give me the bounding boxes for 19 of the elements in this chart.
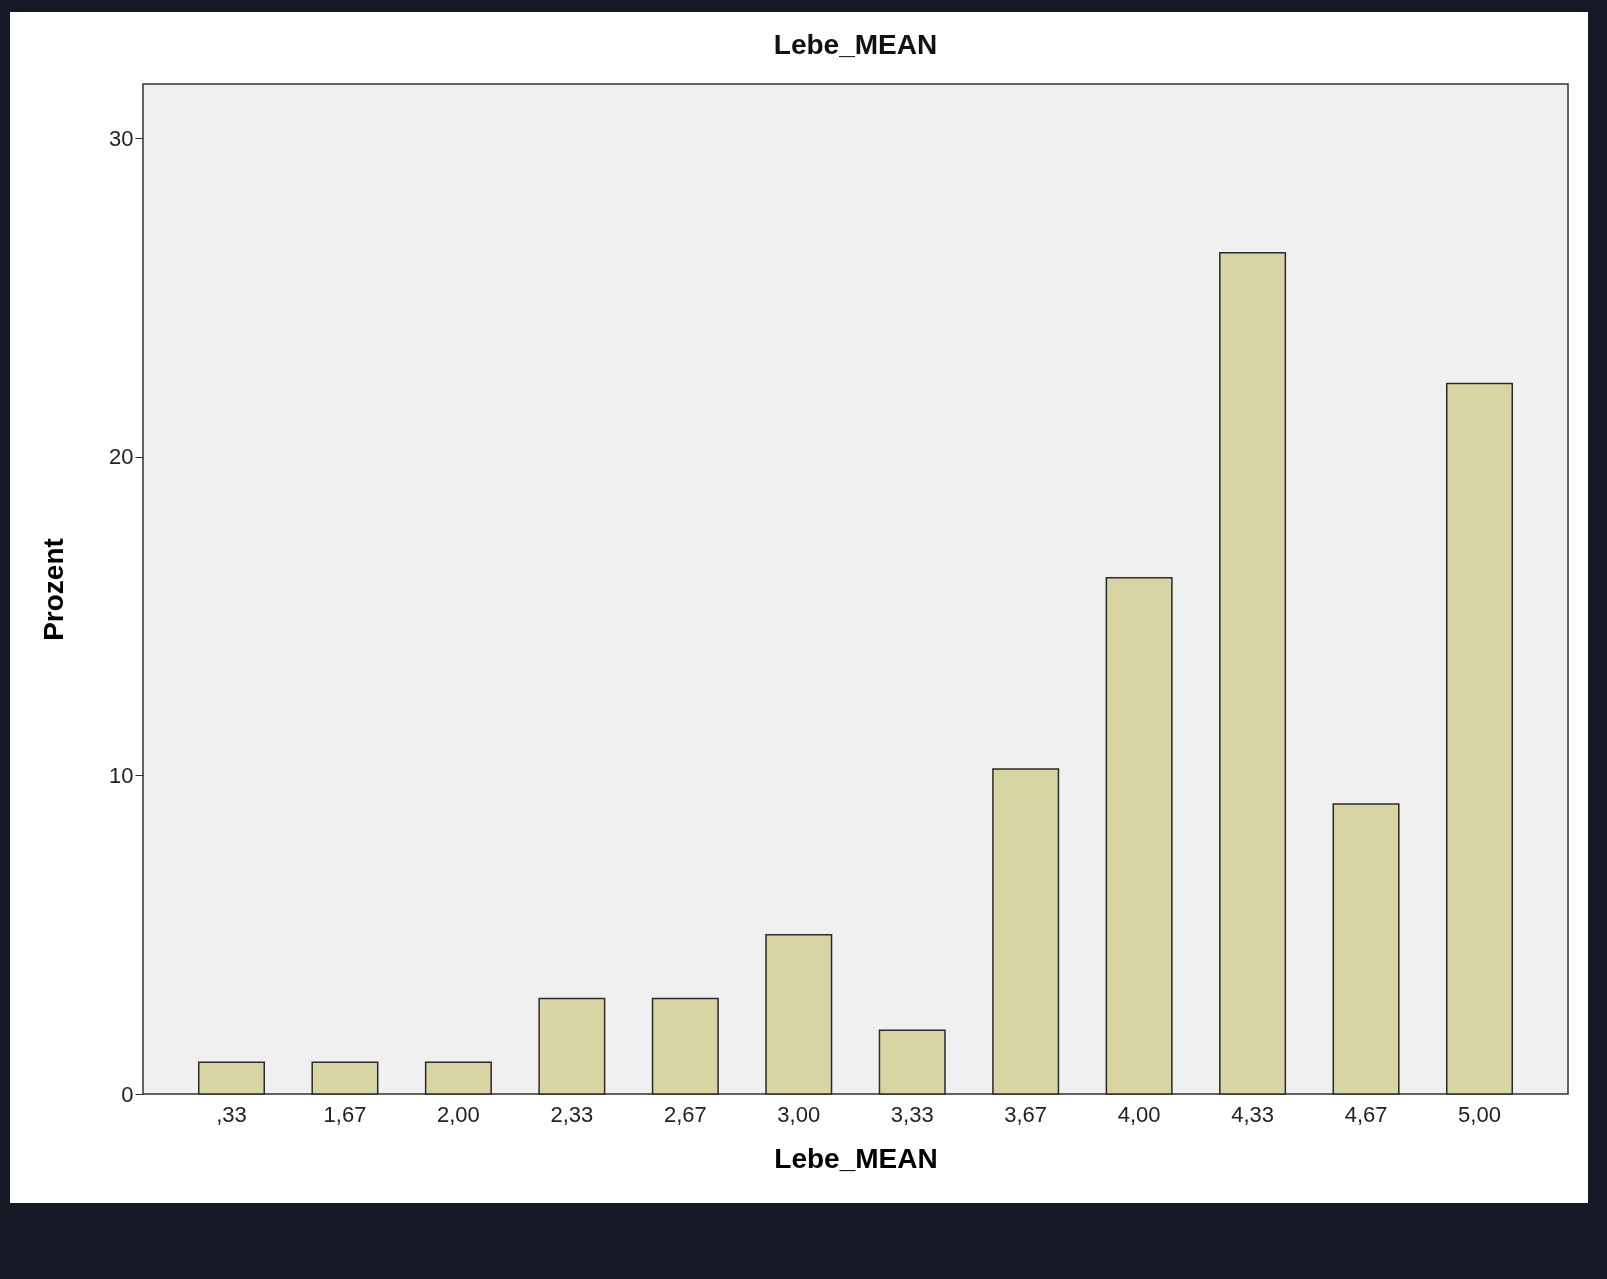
x-tick-label: 4,00 xyxy=(1117,1101,1161,1127)
x-tick-label: ,33 xyxy=(216,1101,247,1127)
x-tick-label: 1,67 xyxy=(323,1101,367,1127)
x-axis-title: Lebe_MEAN xyxy=(774,1142,938,1174)
x-tick-label: 3,33 xyxy=(890,1101,934,1127)
x-tick-label: 3,00 xyxy=(777,1101,821,1127)
x-tick-label: 2,00 xyxy=(436,1101,480,1127)
y-tick-label: 30 xyxy=(109,125,134,151)
y-axis-title: Prozent xyxy=(38,538,70,641)
chart-title: Lebe_MEAN xyxy=(773,29,938,60)
y-tick-label: 0 xyxy=(121,1081,134,1107)
x-tick-label: 5,00 xyxy=(1458,1101,1501,1127)
x-tick-label: 2,33 xyxy=(550,1101,594,1127)
y-tick-label: 10 xyxy=(109,762,134,788)
x-tick-label: 2,67 xyxy=(663,1101,707,1127)
x-tick-label: 4,67 xyxy=(1344,1101,1388,1127)
x-tick-label: 3,67 xyxy=(1004,1101,1048,1127)
y-tick-label: 20 xyxy=(109,444,134,470)
x-tick-label: 4,33 xyxy=(1231,1101,1275,1127)
